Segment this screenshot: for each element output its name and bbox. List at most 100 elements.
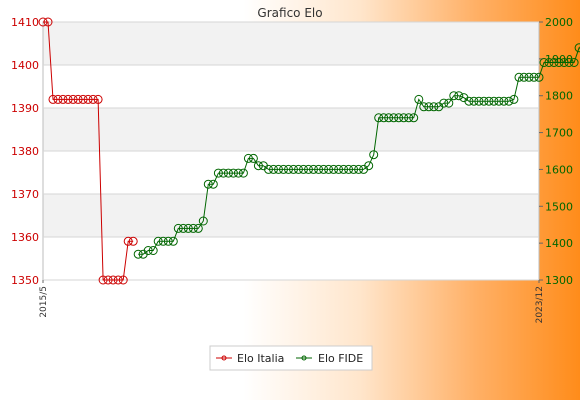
data-point-elo-fide	[504, 96, 514, 106]
data-point-elo-fide	[404, 113, 414, 123]
data-point-elo-fide	[379, 113, 389, 123]
data-point-elo-fide	[183, 223, 193, 233]
data-point-elo-fide	[574, 43, 580, 53]
data-point-elo-fide	[349, 164, 359, 174]
data-point-elo-italia	[93, 94, 103, 104]
data-point-elo-fide	[274, 164, 283, 174]
right-tick-label: 1500	[545, 200, 573, 213]
data-point-elo-fide	[524, 72, 534, 82]
data-point-elo-fide	[414, 94, 424, 104]
data-point-elo-italia	[73, 94, 83, 104]
data-point-elo-fide	[248, 153, 258, 163]
data-point-elo-fide	[384, 113, 394, 123]
data-point-elo-fide	[499, 96, 509, 106]
data-point-elo-fide	[264, 164, 273, 174]
data-point-elo-fide	[163, 236, 173, 246]
data-point-elo-fide	[193, 223, 203, 233]
data-point-elo-fide	[238, 168, 248, 178]
grid	[43, 21, 539, 281]
data-point-elo-italia	[108, 275, 118, 285]
data-point-elo-fide	[319, 164, 329, 174]
data-point-elo-italia	[113, 275, 123, 285]
data-point-elo-italia	[63, 94, 73, 104]
data-point-elo-fide	[334, 164, 344, 174]
data-point-elo-italia	[118, 275, 128, 285]
data-point-elo-fide	[228, 168, 238, 178]
data-point-elo-fide	[344, 164, 354, 174]
data-point-elo-fide	[158, 236, 168, 246]
data-point-elo-fide	[279, 164, 288, 174]
data-point-elo-fide	[289, 164, 298, 174]
data-point-elo-italia	[43, 17, 53, 27]
data-point-elo-fide	[494, 96, 504, 106]
data-point-elo-fide	[253, 161, 263, 171]
right-axis: 1300 1400 1500 1600 1700 1800 1900 2000	[539, 16, 573, 287]
x-axis: 2015/5 2023/12	[39, 280, 545, 323]
data-point-elo-fide	[198, 216, 208, 226]
data-point-elo-fide	[364, 161, 374, 171]
data-point-elo-fide	[389, 113, 399, 123]
data-point-elo-fide	[489, 96, 499, 106]
series-line-elo-italia	[43, 21, 134, 281]
data-point-elo-fide	[409, 113, 419, 123]
data-point-elo-italia	[48, 94, 58, 104]
data-point-elo-fide	[464, 96, 474, 106]
data-point-elo-fide	[449, 91, 459, 101]
data-point-elo-fide	[369, 150, 379, 160]
data-point-elo-fide	[549, 58, 559, 67]
data-point-elo-italia	[88, 94, 98, 104]
data-point-elo-italia	[123, 236, 133, 246]
data-point-elo-fide	[569, 58, 579, 67]
data-point-elo-fide	[178, 223, 188, 233]
data-point-elo-fide	[168, 236, 178, 246]
right-tick-label: 1600	[545, 163, 573, 176]
data-point-elo-fide	[218, 168, 228, 178]
data-point-elo-fide	[309, 164, 318, 174]
data-point-elo-italia	[78, 94, 88, 104]
data-point-elo-fide	[148, 246, 158, 255]
data-point-elo-fide	[329, 164, 339, 174]
data-point-elo-fide	[374, 113, 384, 123]
data-point-elo-italia	[128, 236, 138, 246]
series-line-elo-fide	[138, 47, 580, 255]
right-tick-label: 2000	[545, 16, 573, 29]
data-point-elo-fide	[324, 164, 334, 174]
legend-box	[209, 345, 373, 371]
data-point-elo-fide	[529, 72, 539, 82]
chart-title: Grafico Elo	[257, 6, 322, 20]
data-point-elo-fide	[153, 236, 163, 246]
legend-label-elo-italia: Elo Italia	[237, 352, 284, 365]
data-point-elo-fide	[559, 58, 569, 67]
data-point-elo-fide	[424, 102, 434, 112]
right-tick-label: 1300	[545, 274, 573, 287]
data-point-elo-fide	[133, 249, 143, 259]
data-point-elo-fide	[203, 179, 213, 189]
grid-band	[43, 194, 539, 237]
data-point-elo-fide	[554, 58, 564, 67]
data-point-elo-fide	[143, 246, 153, 255]
data-point-elo-fide	[429, 102, 439, 112]
data-point-elo-fide	[514, 72, 524, 82]
data-point-elo-fide	[474, 96, 484, 106]
data-point-elo-fide	[484, 96, 494, 106]
data-point-elo-fide	[564, 58, 574, 67]
right-tick-label: 1700	[545, 127, 573, 140]
x-tick-label: 2023/12	[535, 286, 545, 323]
data-point-elo-fide	[439, 98, 449, 108]
data-point-elo-fide	[539, 58, 549, 67]
left-tick-label: 1410	[11, 16, 39, 29]
data-point-elo-fide	[284, 164, 293, 174]
grid-band	[43, 108, 539, 151]
left-tick-label: 1360	[11, 231, 39, 244]
data-point-elo-italia	[38, 17, 48, 27]
data-point-elo-italia	[58, 94, 68, 104]
data-point-elo-fide	[269, 164, 278, 174]
data-point-elo-fide	[188, 223, 198, 233]
data-point-elo-fide	[394, 113, 404, 123]
grid-band	[43, 22, 539, 65]
data-point-elo-fide	[173, 223, 183, 233]
data-point-elo-fide	[544, 58, 554, 67]
series-layer	[38, 17, 580, 285]
